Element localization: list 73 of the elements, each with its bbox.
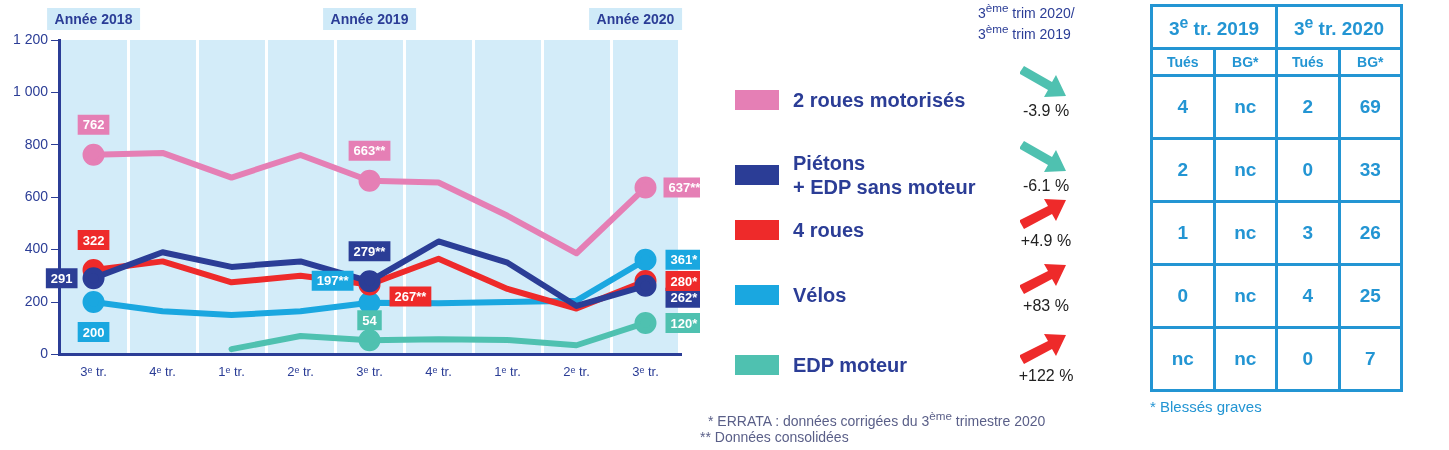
text: nc	[1214, 138, 1277, 202]
text: 3$^{e}$ tr. 2019	[1151, 5, 1277, 49]
text: Tués	[1151, 48, 1214, 76]
text: 26	[1339, 201, 1402, 265]
text: 3	[1276, 201, 1339, 265]
text: 4	[1151, 75, 1214, 139]
x-tick-label: 2ᵉ tr.	[287, 363, 314, 379]
x-tick-label: 1ᵉ tr.	[218, 363, 245, 379]
data-label: 279**	[353, 243, 387, 259]
data-label: 291	[50, 270, 73, 286]
legend-label: 4 roues	[793, 218, 865, 242]
data-label: 280*	[670, 273, 699, 289]
text: nc	[1214, 75, 1277, 139]
text: 69	[1339, 75, 1402, 139]
text: nc	[1214, 201, 1277, 265]
text: +122 %	[1017, 367, 1075, 385]
text: Année 2018	[46, 8, 141, 30]
legend-label: EDP moteur	[793, 353, 908, 377]
y-tick-label: 1 000	[12, 83, 49, 100]
y-tick-label: 600	[24, 188, 49, 205]
x-tick-label: 3ᵉ tr.	[632, 363, 659, 379]
text: Année 2020	[588, 8, 683, 30]
y-tick-label: 0	[40, 345, 49, 362]
text: ** Données consolidées	[700, 429, 849, 445]
data-label: 54	[362, 312, 378, 328]
legend-label: Piétons + EDP sans moteur	[793, 151, 976, 199]
text: -3.9 %	[1021, 102, 1071, 120]
text: 25	[1339, 264, 1402, 328]
y-tick-label: 1 200	[12, 30, 49, 47]
text: +83 %	[1022, 297, 1070, 315]
text: 7	[1339, 327, 1402, 391]
text: 3$^{ème}$ trim 2020/ 3$^{ème}$ trim 2019	[978, 1, 1075, 42]
x-tick-label: 3ᵉ tr.	[356, 363, 383, 379]
data-label: 762	[82, 117, 105, 133]
text: +4.9 %	[1019, 232, 1073, 250]
data-label: 637**	[668, 180, 702, 196]
text: BG*	[1339, 48, 1402, 76]
text: nc	[1214, 327, 1277, 391]
text: * Blessés graves	[1150, 398, 1263, 415]
data-label: 200	[82, 324, 105, 340]
x-tick-label: 2ᵉ tr.	[563, 363, 590, 379]
data-label: 663**	[353, 143, 387, 159]
legend-label: 2 roues motorisés	[793, 88, 966, 112]
text: 1	[1151, 201, 1214, 265]
text: 3$^{e}$ tr. 2020	[1276, 5, 1402, 49]
text: 2	[1151, 138, 1214, 202]
data-label: 361*	[670, 252, 699, 268]
text: 0	[1276, 327, 1339, 391]
text: BG*	[1214, 48, 1277, 76]
text: Année 2019	[322, 8, 417, 30]
text: nc	[1214, 264, 1277, 328]
text: Tués	[1276, 48, 1339, 76]
y-tick-label: 200	[24, 292, 49, 309]
x-tick-label: 4ᵉ tr.	[149, 363, 176, 379]
text: 0	[1276, 138, 1339, 202]
data-label: 267**	[394, 289, 428, 305]
text: 4	[1276, 264, 1339, 328]
data-label: 120*	[670, 315, 699, 331]
x-tick-label: 1ᵉ tr.	[494, 363, 521, 379]
y-tick-label: 800	[24, 135, 49, 152]
text: nc	[1151, 327, 1214, 391]
legend-label: Vélos	[793, 283, 847, 307]
text: -6.1 %	[1021, 177, 1071, 195]
y-tick-label: 400	[24, 240, 49, 257]
text: 33	[1339, 138, 1402, 202]
x-tick-label: 4ᵉ tr.	[425, 363, 452, 379]
text: 0	[1151, 264, 1214, 328]
data-label: 322	[82, 232, 105, 248]
data-label: 197**	[316, 273, 350, 289]
text: * ERRATA : données corrigées du 3$^{ème}$ trimestre 2020	[708, 409, 1046, 429]
data-label: 262*	[670, 290, 699, 306]
x-tick-label: 3ᵉ tr.	[80, 363, 107, 379]
text: 2	[1276, 75, 1339, 139]
